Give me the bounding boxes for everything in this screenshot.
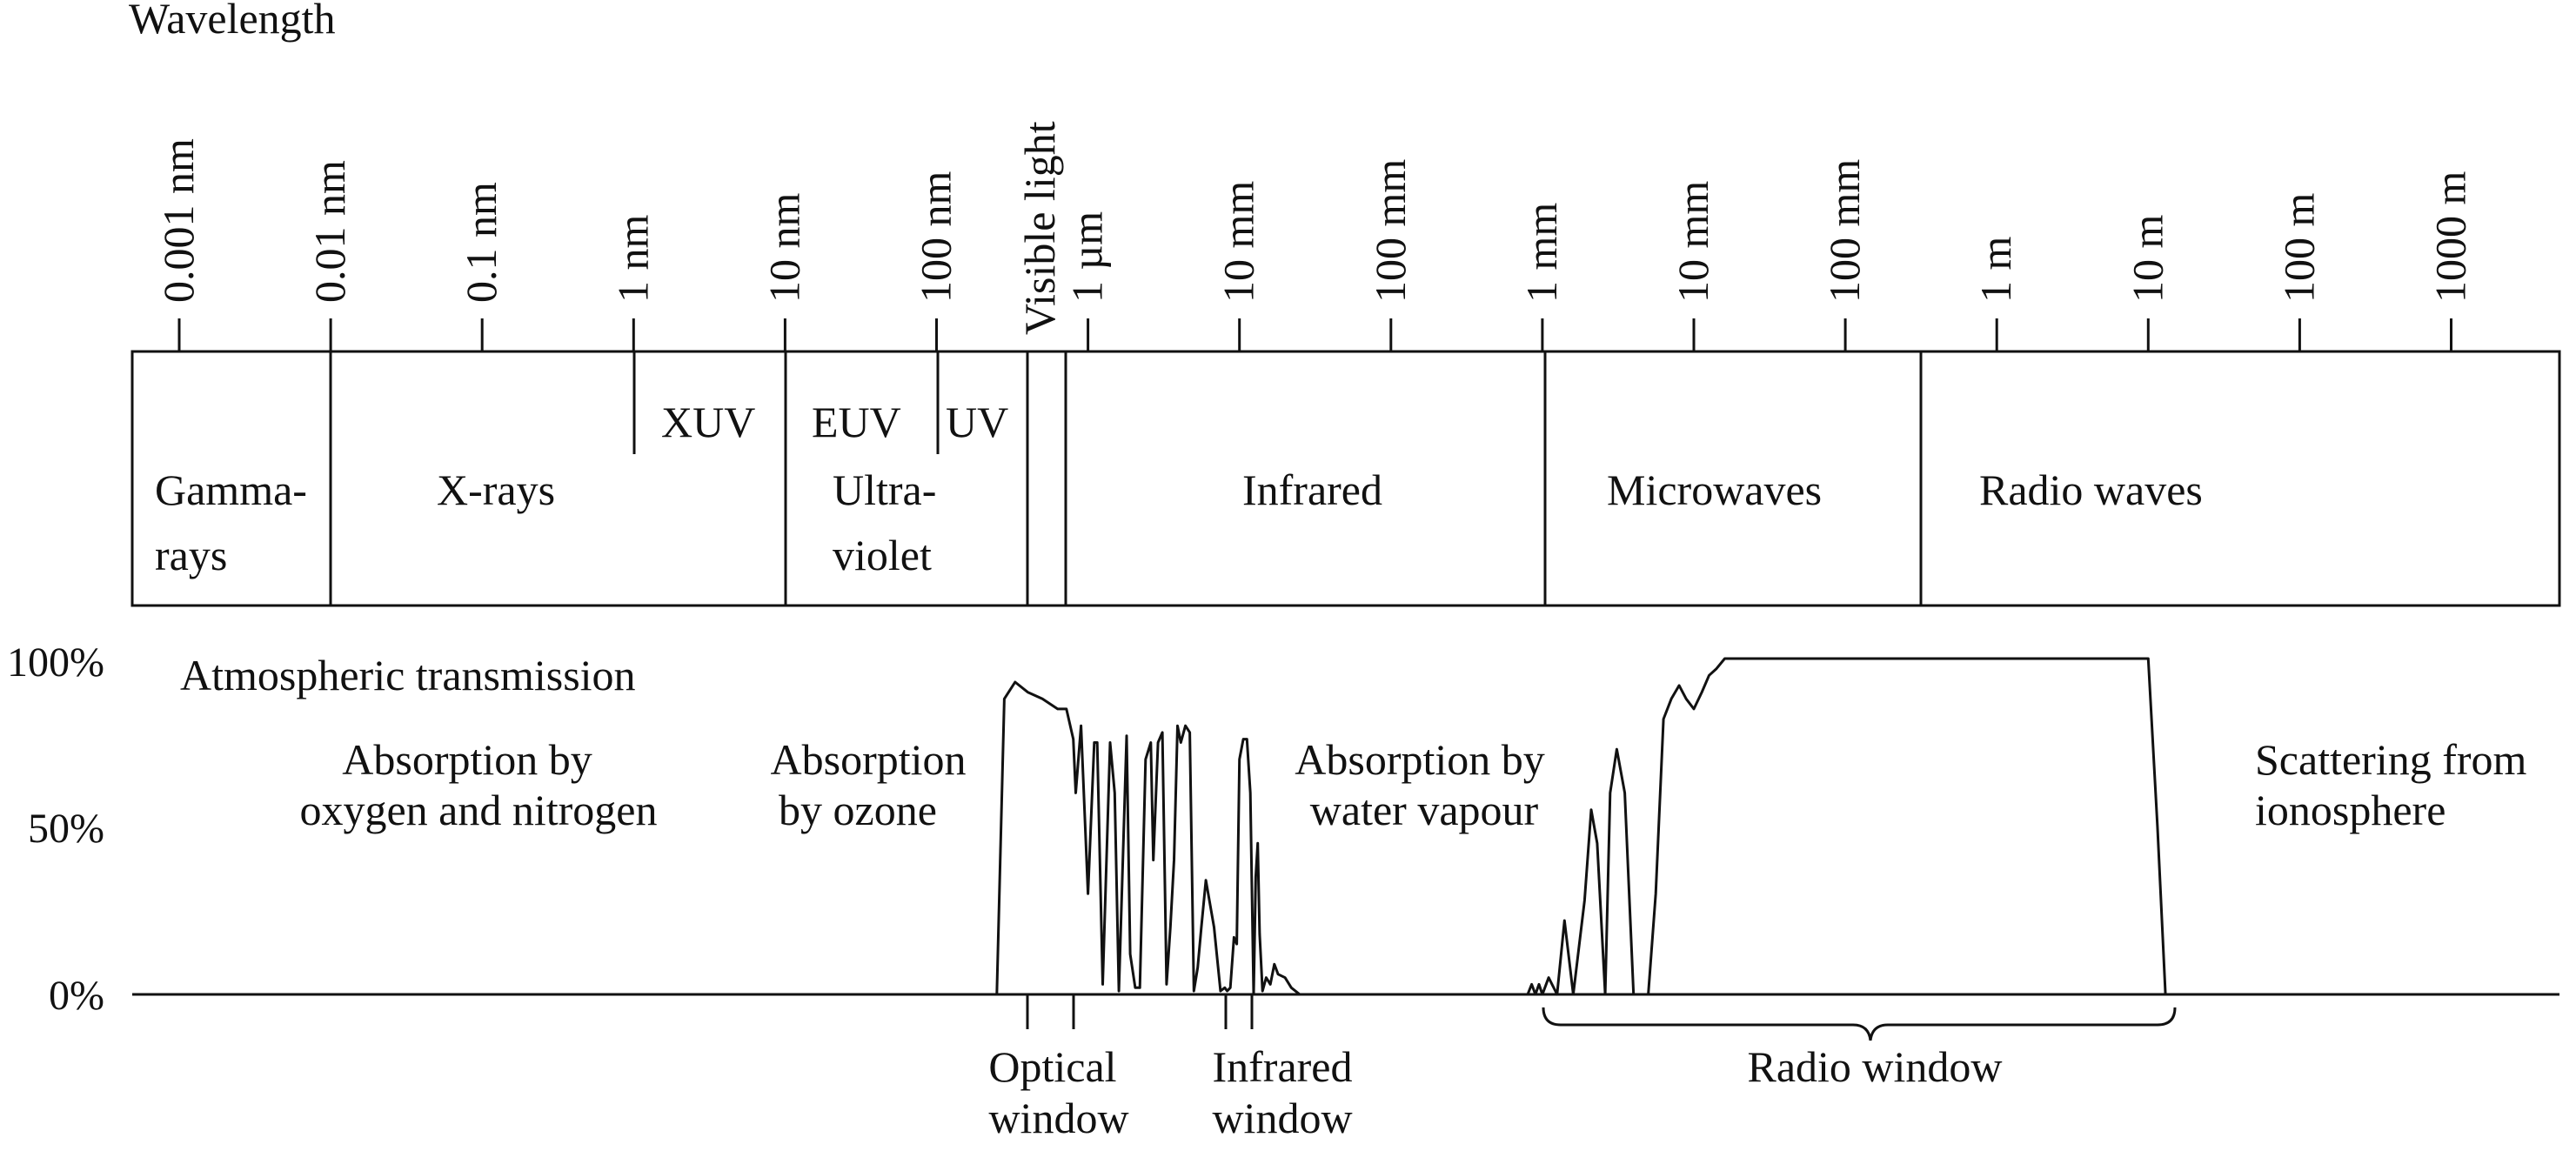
wavelength-tick-label: 100 mm [1366, 159, 1415, 303]
wavelength-tick-label: 100 nm [912, 171, 960, 304]
band-separators [329, 351, 1923, 606]
scattering-ionosphere-line2: ionosphere [2255, 786, 2446, 834]
diagram-title: Wavelength [129, 0, 336, 43]
optical-infrared-transmission-line [995, 680, 1301, 996]
infrared-window-line2: window [1212, 1094, 1352, 1142]
window-markers [1026, 994, 1254, 1029]
absorption-ozone-line2: by ozone [779, 786, 937, 834]
transmission-curves [995, 657, 2167, 996]
absorption-ozone-line1: Absorption [771, 735, 967, 784]
wavelength-tick-label: 100 mm [1820, 159, 1869, 303]
spectrum-band-box [130, 350, 2561, 607]
absorption-water-line1: Absorption by [1295, 735, 1545, 784]
wavelength-tick-label: 1000 m [2426, 171, 2475, 304]
wavelength-tick-label: 10 mm [1214, 181, 1263, 303]
y-tick-50: 50% [28, 806, 104, 852]
optical-window-line1: Optical [988, 1042, 1116, 1091]
band-infrared: Infrared [1242, 465, 1382, 514]
wavelength-tick-label: 10 nm [759, 193, 808, 304]
wavelength-tick-label: 1 m [1971, 237, 2020, 304]
band-ultraviolet-line2: violet [833, 531, 932, 579]
band-xrays: X-rays [437, 465, 555, 514]
wavelength-tick-label: 100 m [2274, 193, 2323, 304]
wavelength-tick-label: 1 µm [1063, 211, 1112, 303]
optical-window-line2: window [988, 1094, 1128, 1142]
wavelength-tick-label: 1 nm [608, 215, 657, 304]
wavelength-tick-label: 0.01 nm [305, 160, 354, 303]
wavelength-ticks: 0.001 nm 0.01 nm 0.1 nm 1 nm 10 nm 100 nm 1 µm… [154, 138, 2475, 351]
y-tick-100: 100% [7, 639, 104, 686]
band-radio: Radio waves [1979, 465, 2203, 514]
wavelength-tick-label: 10 m [2123, 215, 2171, 304]
radio-window-label: Radio window [1747, 1042, 2002, 1091]
scattering-ionosphere-line1: Scattering from [2255, 735, 2527, 784]
radio-transmission-line [1526, 657, 2167, 996]
band-microwaves: Microwaves [1607, 465, 1822, 514]
wavelength-tick-label: 10 mm [1669, 181, 1717, 303]
wavelength-tick-label: 0.1 nm [457, 182, 505, 303]
infrared-window-line1: Infrared [1213, 1042, 1353, 1091]
band-gamma-line1: Gamma- [155, 465, 307, 514]
band-xuv: XUV [661, 398, 755, 446]
absorption-oxygen-line2: oxygen and nitrogen [299, 786, 657, 834]
absorption-water-line2: water vapour [1310, 786, 1539, 834]
visible-light-label: Visible light [1015, 121, 1064, 335]
absorption-oxygen-line1: Absorption by [342, 735, 592, 784]
band-gamma-line2: rays [155, 531, 227, 579]
wavelength-tick-label: 1 mm [1517, 203, 1566, 303]
y-tick-0: 0% [49, 973, 104, 1019]
band-uv: UV [946, 398, 1008, 446]
wavelength-tick-label: 0.001 nm [154, 138, 203, 303]
radio-window-brace [1542, 1007, 2177, 1041]
transmission-title: Atmospheric transmission [180, 651, 636, 699]
band-euv: EUV [812, 398, 901, 446]
band-ultraviolet-line1: Ultra- [833, 465, 936, 514]
